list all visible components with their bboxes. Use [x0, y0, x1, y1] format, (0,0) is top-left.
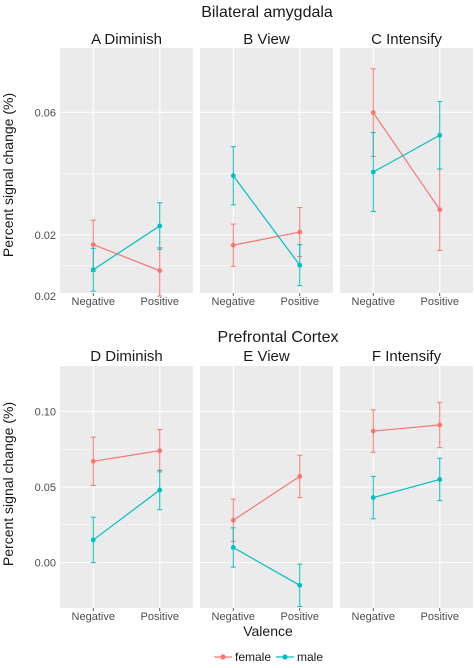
facet-title: F Intensify	[372, 348, 442, 365]
panel-e-view: Negative Positive E View	[200, 348, 333, 623]
panel-a-diminish: Negative Positive A Diminish	[60, 31, 193, 308]
female-point	[230, 517, 236, 523]
female-point	[230, 242, 236, 248]
facet-title: D Diminish	[90, 348, 163, 365]
male-point	[90, 537, 96, 543]
y-tick-label: 0.02	[35, 230, 56, 242]
x-tick-label: Negative	[212, 296, 255, 308]
female-point	[437, 422, 443, 428]
male-point	[230, 545, 236, 550]
x-tick-label: Positive	[280, 296, 319, 308]
female-point	[157, 448, 163, 454]
female-point	[90, 242, 96, 248]
male-point	[297, 262, 303, 268]
female-point	[370, 428, 376, 434]
panel-background	[340, 48, 473, 293]
y-axis-label-prefrontal: Percent signal change (%)	[0, 402, 16, 566]
female-point	[297, 229, 303, 235]
panel-b-view: Negative Positive B View	[200, 31, 333, 308]
panel-background	[200, 48, 333, 293]
chart-title-prefrontal: Prefrontal Cortex	[218, 329, 339, 346]
male-point	[157, 487, 163, 493]
male-point	[297, 582, 303, 588]
male-series-line	[373, 478, 440, 499]
legend: female male	[214, 650, 323, 664]
x-axis-label-prefrontal: Valence	[243, 623, 293, 639]
panel-d-diminish: Negative Positive D Diminish	[60, 348, 193, 623]
female-series-line	[93, 450, 160, 462]
legend-female-marker	[220, 654, 226, 660]
female-point	[157, 268, 163, 274]
y-axis-label-amygdala: Percent signal change (%)	[0, 93, 16, 257]
y-tick-label: 0.06	[35, 107, 56, 119]
male-series-line	[232, 546, 301, 586]
panel-c-intensify: Negative Positive C Intensify	[340, 31, 473, 308]
y-tick-label: 0.02	[35, 291, 56, 303]
female-series-line	[372, 112, 441, 211]
x-tick-label: Positive	[280, 611, 319, 623]
panel-f-intensify: Negative Positive F Intensify	[340, 348, 473, 623]
male-series-line	[372, 134, 441, 173]
male-series-line	[92, 489, 161, 541]
male-series-line	[232, 175, 301, 266]
female-point	[370, 110, 376, 116]
chart-title-amygdala: Bilateral amygdala	[201, 4, 333, 21]
y-tick-label: 0.00	[35, 558, 56, 570]
male-point	[157, 223, 163, 229]
female-series-line	[373, 424, 440, 432]
y-tick-label: 0.10	[35, 406, 56, 418]
x-tick-label: Positive	[140, 296, 179, 308]
male-point	[370, 169, 376, 175]
female-series-line	[93, 244, 160, 272]
legend-male-label: male	[297, 650, 323, 664]
x-tick-label: Negative	[72, 296, 115, 308]
x-tick-label: Negative	[352, 296, 395, 308]
legend-female-label: female	[235, 650, 271, 664]
facet-title: E View	[243, 348, 290, 365]
x-tick-label: Negative	[352, 611, 395, 623]
male-point	[370, 495, 376, 500]
male-point	[437, 477, 443, 482]
panel-background	[60, 48, 193, 293]
x-tick-label: Negative	[212, 611, 255, 623]
x-tick-label: Positive	[420, 611, 459, 623]
x-tick-label: Negative	[72, 611, 115, 623]
facet-title: A Diminish	[91, 31, 162, 48]
male-point	[230, 173, 236, 179]
female-point	[297, 474, 303, 479]
y-tick-label: 0.05	[35, 482, 56, 494]
female-series-line	[232, 475, 301, 521]
female-series-line	[233, 231, 300, 246]
male-point	[437, 132, 443, 138]
female-point	[90, 458, 96, 464]
facet-title: B View	[243, 31, 290, 48]
facet-title: C Intensify	[371, 31, 442, 48]
female-point	[437, 207, 443, 213]
male-point	[90, 267, 96, 273]
male-series-line	[92, 225, 161, 271]
x-tick-label: Positive	[420, 296, 459, 308]
x-tick-label: Positive	[140, 611, 179, 623]
legend-male-marker	[282, 654, 288, 660]
